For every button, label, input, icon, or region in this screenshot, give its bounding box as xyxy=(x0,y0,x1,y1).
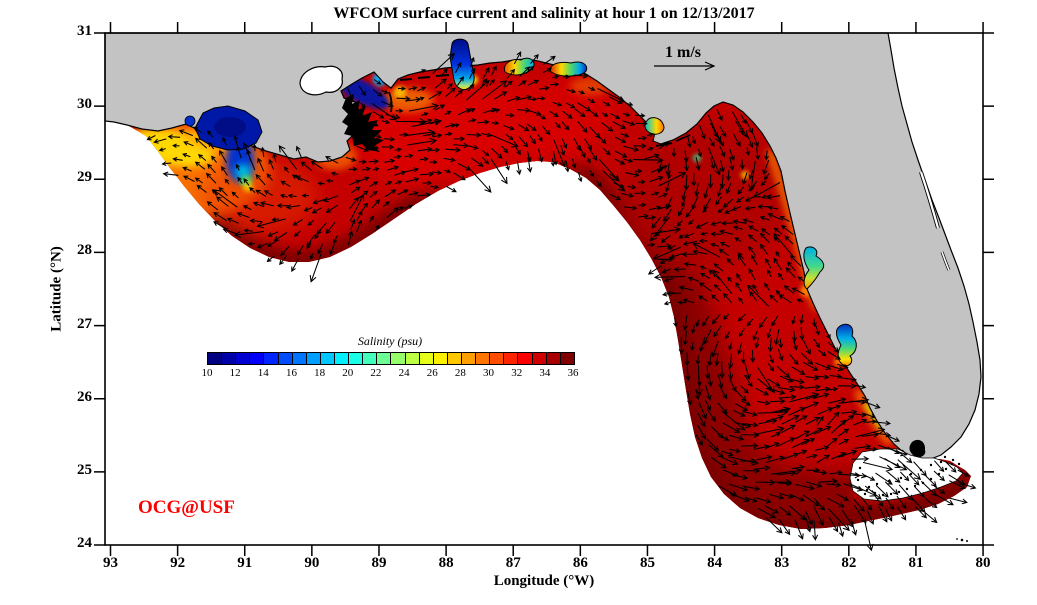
plot-border xyxy=(104,32,984,546)
choctawhatchee-bay xyxy=(550,61,588,77)
colorbar-segment xyxy=(320,353,334,364)
mobile-bay xyxy=(449,38,475,91)
colorbar-tick-label: 24 xyxy=(398,367,410,379)
colorbar-segment xyxy=(391,353,405,364)
x-tick-label: 87 xyxy=(505,555,521,571)
colorbar-tick-label: 12 xyxy=(229,367,241,379)
colorbar-segment xyxy=(504,353,518,364)
colorbar-segment xyxy=(236,353,250,364)
x-tick-label: 83 xyxy=(774,555,790,571)
x-tick-label: 88 xyxy=(438,555,454,571)
barrier-islands xyxy=(388,74,691,147)
colorbar-tick-label: 28 xyxy=(454,367,466,379)
colorbar-segment xyxy=(546,353,560,364)
colorbar xyxy=(207,352,575,365)
colorbar-tick-label: 26 xyxy=(426,367,438,379)
atchafalaya-bay-core xyxy=(214,117,246,137)
east-coast-lagoons xyxy=(919,171,951,271)
y-tick-label: 25 xyxy=(77,461,92,478)
y-tick-label: 26 xyxy=(77,388,92,405)
mississippi-delta xyxy=(342,94,384,152)
colorbar-title: Salinity (psu) xyxy=(357,334,423,348)
colorbar-tick-label: 32 xyxy=(511,367,523,379)
x-tick-label: 90 xyxy=(304,555,320,571)
colorbar-segment xyxy=(518,353,532,364)
colorbar-segment xyxy=(377,353,391,364)
y-tick-label: 28 xyxy=(77,242,92,259)
x-axis-label: Longitude (°W) xyxy=(493,573,595,589)
watermark-credit: OCG@USF xyxy=(138,497,235,518)
colorbar-segment xyxy=(405,353,419,364)
colorbar-tick-label: 34 xyxy=(539,367,551,379)
colorbar-segment xyxy=(334,353,349,364)
st-joseph-bay xyxy=(644,117,665,135)
colorbar-segment xyxy=(490,353,504,364)
x-tick-label: 92 xyxy=(170,555,186,571)
lake-pontchartrain xyxy=(299,65,343,96)
colorbar-segment xyxy=(447,353,461,364)
colorbar-tick-label: 14 xyxy=(257,367,269,379)
y-tick-label: 24 xyxy=(77,535,92,551)
colorbar-tick-label: 18 xyxy=(314,367,326,379)
colorbar-segment xyxy=(349,353,363,364)
scale-arrow xyxy=(654,61,716,71)
axis-ticks xyxy=(94,22,994,556)
colorbar-tick-label: 20 xyxy=(342,367,354,379)
colorbar-segment xyxy=(419,353,433,364)
colorbar-tick-label: 16 xyxy=(285,367,297,379)
tampa-bay xyxy=(803,246,825,290)
colorbar-segment xyxy=(250,353,264,364)
colorbar-segment xyxy=(532,353,546,364)
x-tick-label: 91 xyxy=(237,555,253,571)
x-tick-label: 80 xyxy=(975,555,991,571)
y-tick-label: 30 xyxy=(77,96,92,113)
colorbar-tick-label: 22 xyxy=(370,367,382,379)
colorbar-segment xyxy=(461,353,476,364)
x-tick-label: 85 xyxy=(639,555,655,571)
page-title: WFCOM surface current and salinity at ho… xyxy=(333,5,755,22)
charlotte-harbor xyxy=(835,323,857,367)
reef-specks xyxy=(956,538,968,542)
land-mass xyxy=(104,32,982,461)
colorbar-segment xyxy=(433,353,447,364)
colorbar-tick-label: 30 xyxy=(483,367,495,379)
x-tick-label: 82 xyxy=(841,555,857,571)
colorbar-segment xyxy=(363,353,377,364)
colorbar-segment xyxy=(476,353,490,364)
colorbar-tick-label: 10 xyxy=(201,367,213,379)
current-vector-field xyxy=(146,51,977,552)
y-tick-label: 27 xyxy=(77,315,92,332)
scale-arrow-label: 1 m/s xyxy=(665,44,701,61)
y-tick-label: 29 xyxy=(77,169,92,186)
colorbar-segment xyxy=(208,353,222,364)
colorbar-segment xyxy=(560,353,574,364)
colorbar-segment xyxy=(306,353,320,364)
colorbar-segment xyxy=(292,353,306,364)
x-tick-label: 81 xyxy=(908,555,924,571)
x-tick-label: 89 xyxy=(371,555,387,571)
colorbar-segment xyxy=(264,353,278,364)
y-tick-label: 31 xyxy=(77,23,92,39)
whitewater-bay xyxy=(909,439,926,458)
x-tick-label: 93 xyxy=(103,555,118,571)
colorbar-segment xyxy=(222,353,236,364)
x-tick-label: 84 xyxy=(707,555,723,571)
vermilion-bay xyxy=(184,115,196,127)
colorbar-tick-label: 36 xyxy=(567,367,579,379)
colorbar-segment xyxy=(278,353,292,364)
x-tick-label: 86 xyxy=(572,555,588,571)
